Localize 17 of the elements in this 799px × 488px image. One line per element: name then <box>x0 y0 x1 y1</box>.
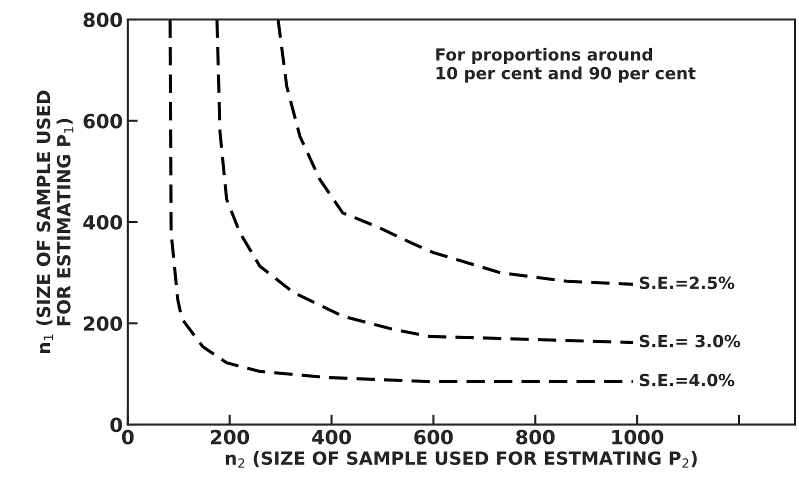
series-label: S.E.=2.5% <box>640 276 734 290</box>
x-tick-label: 800 <box>516 430 555 444</box>
y-tick-label: 200 <box>84 316 122 331</box>
series-label: S.E.=4.0% <box>640 374 734 386</box>
y-axis-title: n$_{1}$ (SIZE OF SAMPLE USED FOR ESTIMATING P$_{1}$) <box>36 90 74 353</box>
x-tick-label: 600 <box>414 430 453 444</box>
x-tick-label: 400 <box>312 430 351 444</box>
annotation: For proportions around 10 per cent and 90 per cent <box>436 48 696 83</box>
y-tick-label: 0 <box>110 418 122 432</box>
x-axis-title: n$_{2}$ (SIZE OF SAMPLE USED FOR ESTMATING P$_{2}$) <box>226 451 697 468</box>
y-tick-label: 800 <box>84 12 122 28</box>
y-tick-label: 400 <box>83 214 122 230</box>
series-label: S.E.= 3.0% <box>640 334 740 348</box>
x-tick-label: 200 <box>210 430 250 444</box>
x-tick-label: 1000 <box>612 430 664 444</box>
x-tick-label: 0 <box>122 430 134 444</box>
y-tick-label: 600 <box>84 114 122 128</box>
